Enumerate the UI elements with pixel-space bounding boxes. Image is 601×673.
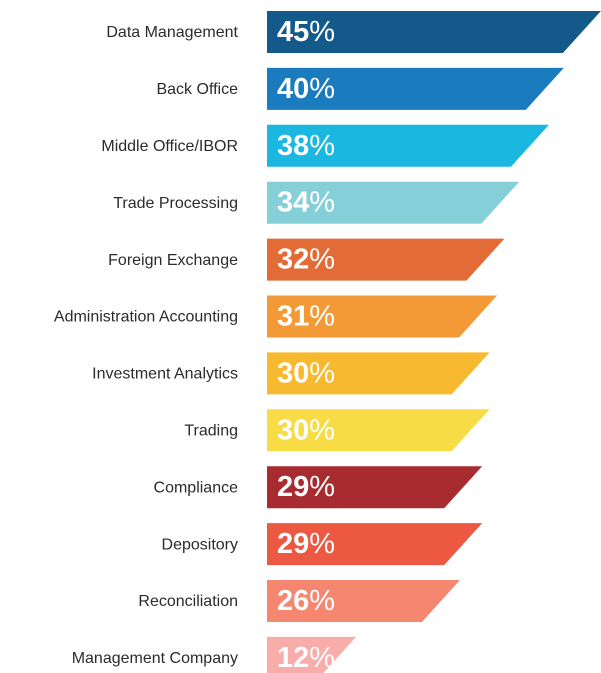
value-label: 32% bbox=[277, 243, 335, 275]
bar bbox=[267, 67, 564, 110]
bar bbox=[267, 352, 490, 395]
category-label: Investment Analytics bbox=[92, 366, 238, 383]
value-label: 40% bbox=[277, 73, 335, 105]
value-label: 38% bbox=[277, 129, 335, 161]
category-label: Data Management bbox=[106, 24, 238, 41]
bar bbox=[267, 523, 483, 566]
category-label: Reconciliation bbox=[138, 593, 238, 610]
bar bbox=[267, 409, 490, 452]
bar bbox=[267, 11, 601, 53]
value-label: 31% bbox=[277, 300, 335, 332]
bar bbox=[267, 580, 460, 622]
value-label: 30% bbox=[277, 414, 335, 446]
value-label: 26% bbox=[277, 585, 335, 617]
value-label: 45% bbox=[277, 16, 335, 48]
value-label: 29% bbox=[277, 528, 335, 560]
bar bbox=[267, 124, 549, 167]
category-label: Depository bbox=[162, 536, 238, 553]
category-label: Trading bbox=[184, 423, 238, 440]
value-label: 34% bbox=[277, 186, 335, 218]
category-label: Foreign Exchange bbox=[108, 252, 238, 269]
category-label: Trade Processing bbox=[113, 195, 238, 212]
category-label: Compliance bbox=[154, 479, 239, 496]
value-label: 12% bbox=[277, 642, 335, 673]
bar bbox=[267, 238, 505, 281]
bar bbox=[267, 466, 483, 509]
bar bbox=[267, 295, 498, 338]
value-label: 29% bbox=[277, 471, 335, 503]
bar bbox=[267, 636, 357, 673]
category-label: Management Company bbox=[72, 650, 238, 667]
category-label: Administration Accounting bbox=[54, 309, 238, 326]
bar bbox=[267, 181, 520, 224]
category-label: Middle Office/IBOR bbox=[101, 138, 238, 155]
value-label: 30% bbox=[277, 357, 335, 389]
category-label: Back Office bbox=[156, 81, 238, 98]
